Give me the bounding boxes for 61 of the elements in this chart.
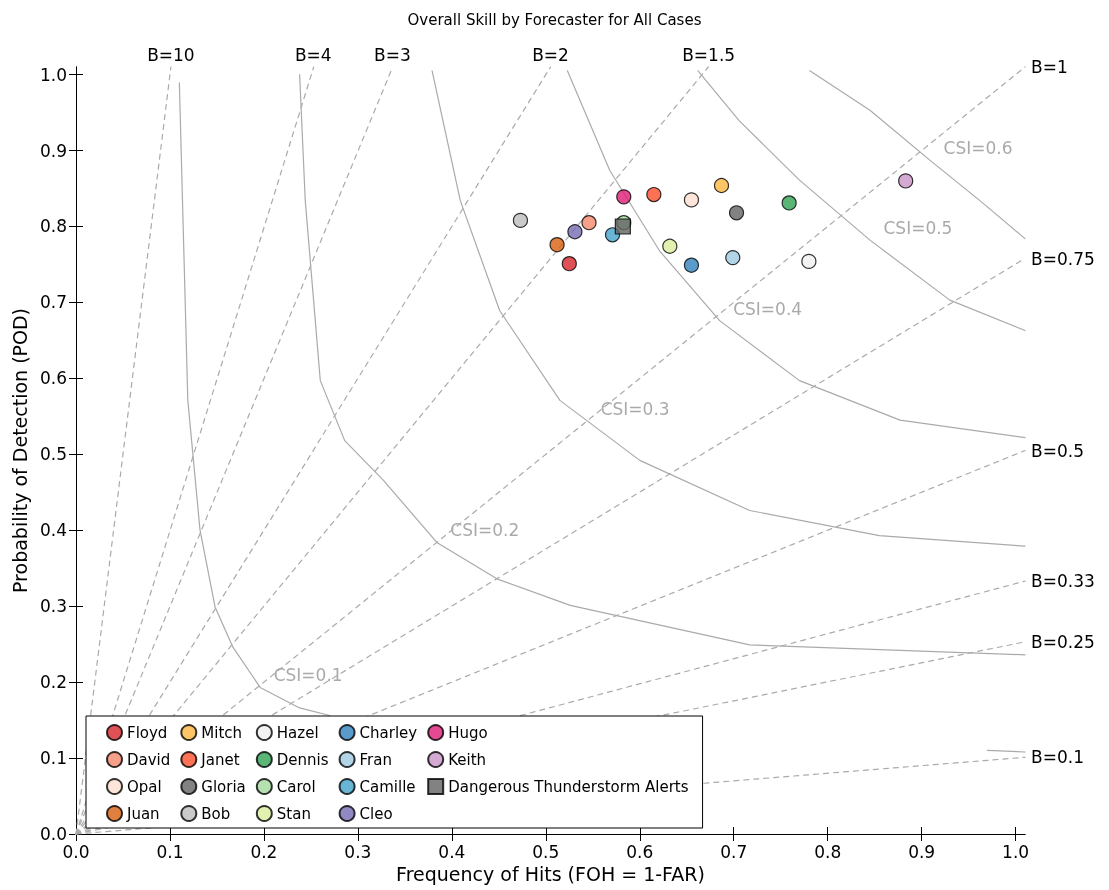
x-tick-label: 0.4 (438, 841, 466, 862)
legend-label: Hazel (276, 723, 319, 742)
series-label: CSI=0.2 (450, 520, 520, 541)
x-tick-label: 0.7 (720, 841, 748, 862)
annotation: B=10 (147, 44, 195, 65)
legend-label: Carol (276, 777, 316, 796)
annotation: B=2 (532, 44, 569, 65)
annotation: B=1.5 (682, 44, 736, 65)
legend-label: Juan (126, 804, 160, 823)
legend-label: Fran (359, 750, 392, 769)
x-tick-label: 0.3 (344, 841, 372, 862)
legend-label: Camille (359, 777, 416, 796)
y-tick-label: 0.1 (39, 748, 67, 769)
x-tick-label: 0.5 (532, 841, 560, 862)
series-label: CSI=0.3 (600, 398, 670, 419)
y-tick-label: 0.5 (39, 444, 67, 465)
x-tick-label: 0.8 (814, 841, 842, 862)
y-tick-label: 0.6 (39, 368, 67, 389)
y-tick-label: 0.7 (39, 292, 67, 313)
annotation: B=0.33 (1031, 570, 1095, 591)
y-tick-label: 0.3 (39, 596, 67, 617)
x-tick-label: 0.0 (62, 841, 90, 862)
y-tick-label: 0.2 (39, 672, 67, 693)
legend-label: Charley (359, 723, 418, 742)
series-label: CSI=0.5 (883, 218, 953, 239)
y-tick-label: 0.0 (39, 824, 67, 844)
annotation: B=4 (294, 44, 332, 65)
legend-label: Cleo (359, 804, 393, 823)
chart-title: Overall Skill by Forecaster for All Cases (407, 10, 702, 29)
legend-label: Bob (201, 804, 231, 823)
annotation: B=0.1 (1031, 747, 1084, 768)
x-tick-label: 0.2 (250, 841, 278, 862)
y-axis-title: Probability of Detection (POD) (8, 307, 31, 594)
annotation: B=1 (1031, 57, 1068, 77)
legend-label: Dangerous Thunderstorm Alerts (448, 777, 689, 796)
x-axis-title: Frequency of Hits (FOH = 1-FAR) (396, 863, 705, 886)
annotation: B=0.25 (1031, 632, 1095, 653)
x-tick-label: 1.0 (1002, 841, 1030, 862)
y-tick-label: 1.0 (39, 64, 67, 85)
annotation: B=0.5 (1031, 440, 1084, 461)
legend-label: Mitch (201, 723, 243, 742)
y-tick-label: 0.9 (39, 140, 67, 161)
y-tick-label: 0.4 (39, 520, 67, 541)
y-tick-label: 0.8 (39, 216, 67, 237)
x-tick-label: 0.6 (626, 841, 654, 862)
annotation: B=0.75 (1031, 248, 1095, 269)
x-tick-label: 0.1 (156, 841, 184, 862)
legend-label: Gloria (201, 777, 246, 796)
legend-label: Hugo (448, 723, 488, 742)
legend-label: Opal (127, 777, 162, 796)
legend-label: Janet (200, 750, 240, 769)
legend-label: David (127, 750, 171, 769)
series-label: CSI=0.1 (273, 665, 343, 686)
series-label: CSI=0.4 (733, 298, 803, 319)
series-label: CSI=0.6 (943, 138, 1013, 159)
legend-label: Floyd (127, 723, 168, 742)
x-tick-label: 0.9 (908, 841, 936, 862)
legend-label: Stan (276, 804, 311, 823)
legend-label: Keith (448, 750, 487, 769)
legend-label: Dennis (276, 750, 329, 769)
annotation: B=3 (374, 44, 411, 65)
